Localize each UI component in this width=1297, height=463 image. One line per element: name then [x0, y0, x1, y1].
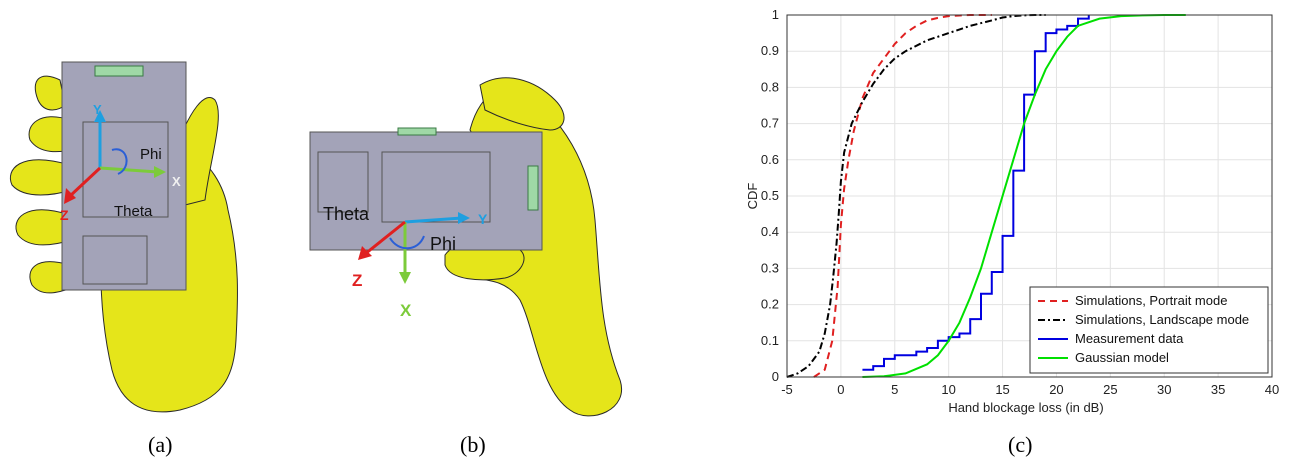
x-tick-label: 0: [837, 382, 844, 397]
x-tick-label: 10: [941, 382, 955, 397]
x-tick-label: 35: [1211, 382, 1225, 397]
hand-finger-4: [29, 261, 73, 294]
axis-label-x: X: [172, 174, 181, 189]
y-tick-label: 0.7: [761, 116, 779, 131]
phone-body: [309, 131, 543, 251]
x-tick-label: 20: [1049, 382, 1063, 397]
phone-inner-rect-right: [381, 151, 491, 223]
phone-side-connector: [527, 165, 539, 211]
landscape-hand-figure: Y X Z Theta Phi: [309, 77, 623, 417]
axis-y-arrowhead: [458, 212, 470, 224]
axis-z-arrow: [364, 220, 406, 256]
portrait-hand-figure: Y X Z Phi Theta: [10, 61, 238, 413]
phone-connector: [397, 127, 437, 136]
hand-finger-2: [10, 159, 73, 196]
legend-entry-0: Simulations, Portrait mode: [1075, 293, 1227, 308]
axis-label-x: X: [400, 301, 412, 320]
phone-inner-rect-top: [82, 121, 169, 218]
cdf-chart: -5 0 5 10 15 20 25 30 35 4000.10.20.30.40.50.60.7…: [745, 7, 1279, 415]
y-tick-label: 1: [772, 7, 779, 22]
y-tick-label: 0.2: [761, 297, 779, 312]
y-axis-label: CDF: [745, 183, 760, 210]
hand-finger-top: [34, 75, 66, 111]
legend-entry-2: Measurement data: [1075, 331, 1184, 346]
axis-z-arrow: [68, 166, 102, 198]
panel-a-portrait-illustration: Y X Z Phi Theta (a): [0, 0, 260, 463]
angle-label-theta: Theta: [323, 204, 370, 224]
angle-label-theta: Theta: [114, 203, 153, 220]
phone-inner-rect-left: [317, 151, 369, 213]
hand-finger-3: [15, 209, 73, 246]
axis-y-arrowhead: [94, 110, 106, 122]
panel-b-landscape-illustration: Y X Z Theta Phi (b): [290, 0, 690, 463]
y-tick-label: 0.4: [761, 224, 779, 239]
y-tick-label: 0: [772, 369, 779, 384]
axis-layer: -5 0 5 10 15 20 25 30 35 4000.10.20.30.40.50.60.7…: [761, 7, 1279, 397]
y-tick-label: 0.8: [761, 79, 779, 94]
angle-label-phi: Phi: [140, 146, 162, 163]
phi-rotation-arrow: [389, 235, 425, 250]
x-tick-label: 15: [995, 382, 1009, 397]
y-tick-label: 0.9: [761, 43, 779, 58]
phone-connector: [94, 65, 144, 77]
x-tick-label: 25: [1103, 382, 1117, 397]
legend-box: [1029, 286, 1269, 374]
series-line-3: [862, 14, 1186, 378]
phone-body: [61, 61, 187, 291]
x-tick-label: 30: [1157, 382, 1171, 397]
axis-z-arrowhead: [358, 246, 372, 260]
series-line-0: [813, 14, 992, 378]
axis-label-y: Y: [93, 102, 102, 117]
axis-label-z: Z: [352, 271, 362, 290]
phi-rotation-arrow: [111, 148, 128, 175]
hand-index-finger: [479, 77, 565, 131]
caption-b: (b): [460, 432, 486, 457]
axis-x-arrowhead: [399, 272, 411, 284]
caption-a: (a): [148, 432, 173, 457]
y-tick-label: 0.1: [761, 333, 779, 348]
legend: Simulations, Portrait mode Simulations, L…: [1029, 286, 1269, 374]
axis-x-arrowhead: [154, 166, 166, 178]
y-tick-label: 0.5: [761, 188, 779, 203]
axis-label-y: Y: [478, 211, 488, 227]
panel-c-cdf-chart: -5 0 5 10 15 20 25 30 35 40 0 0.1 0.2 0.3 0.4 0.5 0.6 0.7…: [735, 0, 1297, 463]
axis-y-arrow: [404, 216, 463, 224]
series-line-2: [862, 15, 1090, 371]
y-tick-label: 0.6: [761, 152, 779, 167]
phone-inner-rect-bottom: [82, 235, 148, 285]
series-line-1: [786, 14, 1046, 378]
axis-x-arrow: [99, 166, 159, 174]
x-tick-label: 5: [891, 382, 898, 397]
x-tick-label: 40: [1265, 382, 1279, 397]
x-axis-label: Hand blockage loss (in dB): [948, 400, 1103, 415]
plot-frame: [786, 14, 1273, 378]
x-tick-label: -5: [781, 382, 793, 397]
series-layer: [786, 14, 1186, 378]
y-tick-label: 0.3: [761, 260, 779, 275]
legend-entry-3: Gaussian model: [1075, 350, 1169, 365]
caption-c: (c): [1008, 432, 1033, 457]
axis-label-z: Z: [60, 207, 69, 223]
legend-entry-1: Simulations, Landscape mode: [1075, 312, 1249, 327]
axis-z-arrowhead: [64, 188, 76, 204]
angle-label-phi: Phi: [430, 234, 456, 254]
